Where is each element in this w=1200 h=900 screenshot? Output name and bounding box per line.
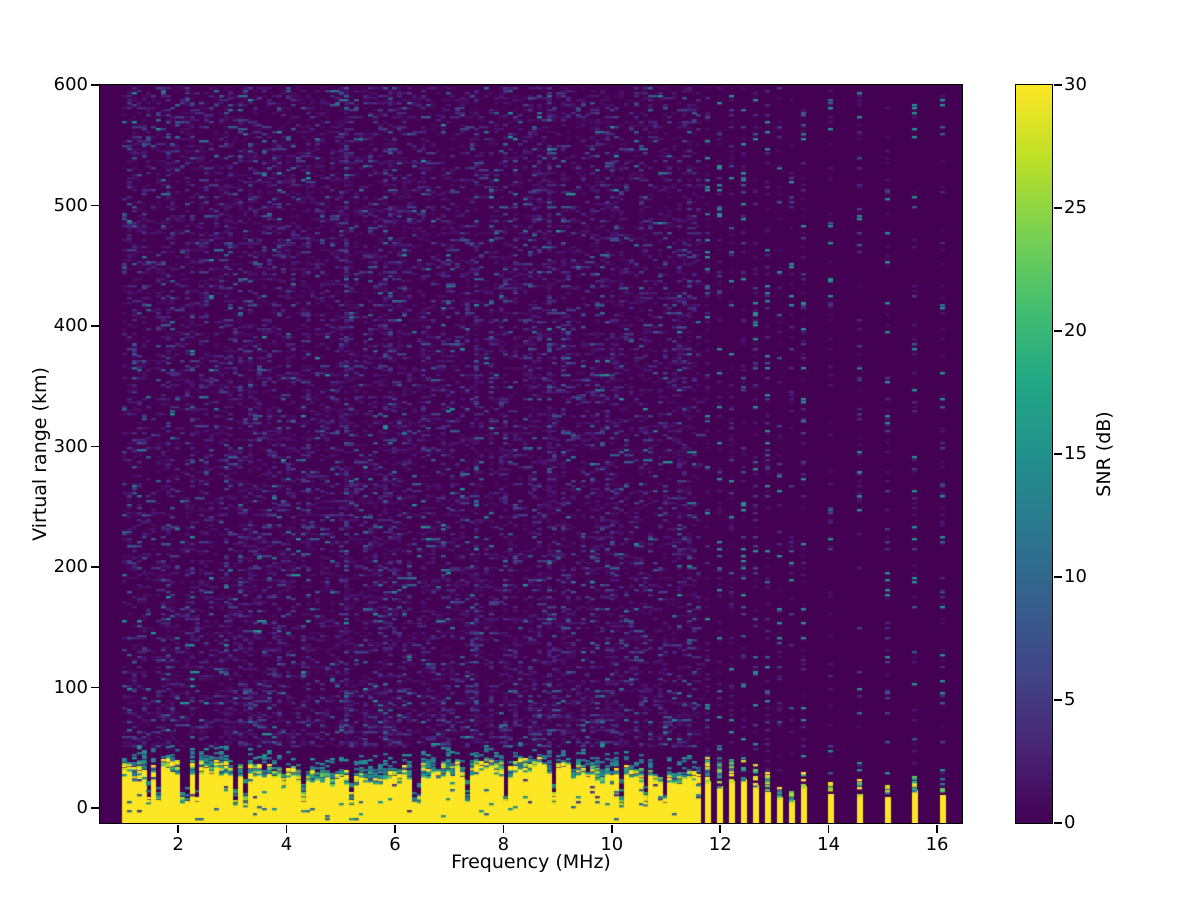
x-tick-label-16: 16 [925, 834, 949, 855]
y-tick-600 [90, 84, 99, 86]
x-tick-10 [611, 824, 613, 833]
x-tick-label-14: 14 [817, 834, 841, 855]
y-tick-label-500: 500 [53, 194, 88, 216]
y-tick-label-600: 600 [53, 74, 88, 95]
x-tick-16 [936, 824, 938, 833]
x-tick-12 [719, 824, 721, 833]
colorbar-tick-15 [1053, 453, 1062, 455]
colorbar-tick-10 [1053, 576, 1062, 578]
x-tick-14 [827, 824, 830, 833]
x-tick-label-10: 10 [600, 834, 624, 855]
y-tick-label-300: 300 [53, 435, 88, 457]
x-tick-2 [177, 824, 179, 833]
x-tick-label-2: 2 [172, 834, 184, 855]
colorbar-tick-label-20: 20 [1064, 320, 1087, 341]
y-tick-label-100: 100 [53, 676, 88, 698]
colorbar-tick-label-0: 0 [1064, 812, 1076, 833]
x-tick-label-6: 6 [389, 834, 401, 855]
colorbar-tick-label-5: 5 [1064, 689, 1076, 710]
y-tick-200 [90, 566, 99, 568]
y-tick-0 [90, 807, 99, 809]
x-tick-label-12: 12 [708, 834, 732, 855]
x-axis-label: Frequency (MHz) [451, 851, 611, 873]
colorbar-tick-5 [1053, 699, 1062, 701]
x-tick-label-4: 4 [280, 834, 293, 855]
colorbar-tick-label-10: 10 [1064, 566, 1087, 587]
y-tick-label-400: 400 [53, 315, 88, 337]
ionogram-heatmap-canvas [99, 84, 962, 823]
colorbar [1014, 83, 1053, 824]
colorbar-tick-label-25: 25 [1064, 197, 1087, 218]
colorbar-tick-20 [1053, 330, 1062, 332]
colorbar-tick-25 [1053, 207, 1062, 209]
x-tick-4 [285, 824, 288, 833]
y-tick-100 [90, 686, 99, 689]
colorbar-tick-30 [1053, 84, 1062, 86]
x-tick-6 [394, 824, 396, 833]
colorbar-tick-label-30: 30 [1064, 74, 1087, 95]
colorbar-gradient [1015, 84, 1052, 823]
colorbar-tick-label-15: 15 [1064, 443, 1087, 464]
plot-area [98, 83, 963, 824]
y-tick-500 [90, 204, 99, 207]
y-tick-300 [90, 445, 99, 448]
colorbar-tick-0 [1053, 822, 1062, 824]
x-tick-label-8: 8 [497, 834, 510, 855]
y-tick-label-0: 0 [76, 797, 88, 819]
y-tick-label-200: 200 [53, 556, 88, 578]
x-tick-8 [502, 824, 505, 833]
y-tick-400 [90, 325, 99, 327]
